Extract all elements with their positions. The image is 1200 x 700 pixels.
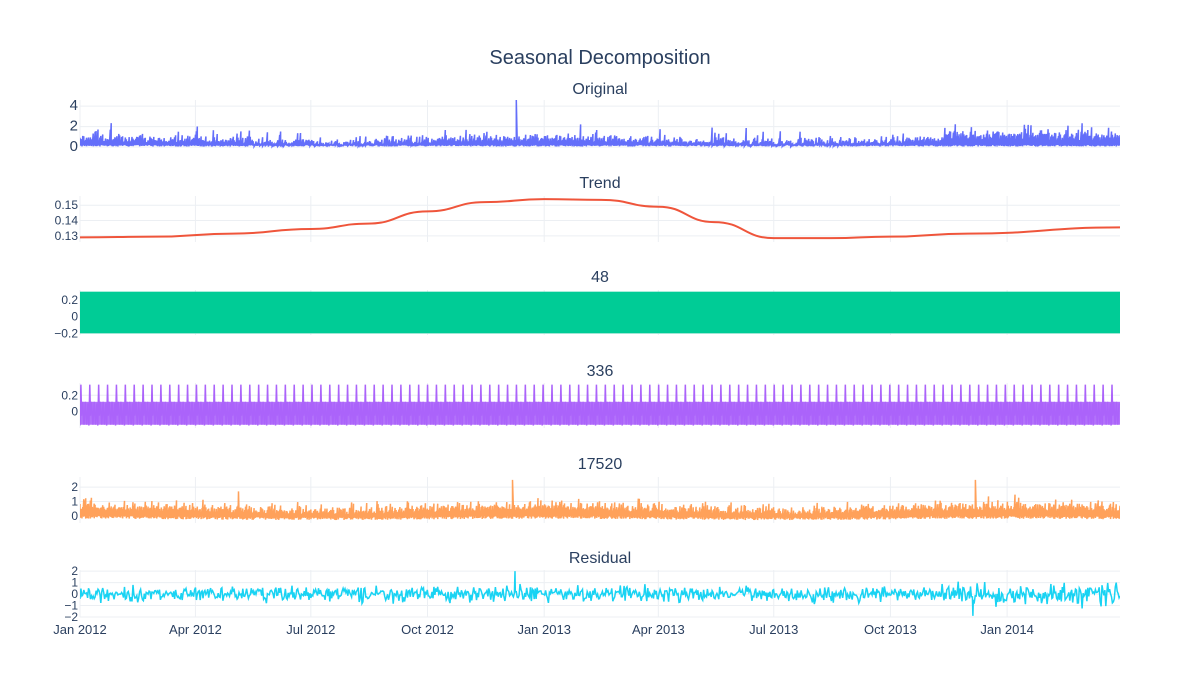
- y-tick-label: 0.2: [61, 388, 78, 402]
- x-tick-label: Oct 2013: [864, 622, 917, 637]
- x-tick-label: Jan 2012: [53, 622, 107, 637]
- x-tick-label: Jan 2013: [517, 622, 571, 637]
- y-tick-label: 0.15: [55, 198, 79, 212]
- series-residual-line: [80, 571, 1120, 616]
- chart-title: Seasonal Decomposition: [489, 47, 710, 69]
- y-tick-label: 0: [71, 405, 78, 419]
- series-336-line: [80, 384, 1120, 426]
- subplot-title: 336: [587, 363, 614, 380]
- series-17520-line: [80, 479, 1120, 521]
- y-tick-label: 0.2: [61, 293, 78, 307]
- x-tick-label: Jan 2014: [980, 622, 1034, 637]
- series-original-line: [80, 99, 1120, 149]
- y-tick-label: 4: [70, 97, 78, 114]
- y-tick-label: 1: [71, 494, 78, 508]
- panel-3: 0.2 0 −0.2 48: [54, 269, 1120, 340]
- x-tick-label: Jul 2013: [749, 622, 798, 637]
- y-tick-label: 0.13: [55, 229, 79, 243]
- y-tick-label: 0: [71, 509, 78, 523]
- x-tick-label: Oct 2012: [401, 622, 454, 637]
- y-tick-label: 2: [70, 118, 78, 135]
- x-tick-label: Apr 2012: [169, 622, 222, 637]
- y-tick-label: 2: [71, 480, 78, 494]
- panel-6: 210−1−2 Residual: [64, 550, 1120, 624]
- y-tick-label: −0.2: [54, 326, 78, 340]
- panel-5: 210 17520: [71, 456, 1120, 523]
- y-tick-label: −2: [64, 610, 78, 624]
- panel-2: 0.130.14 0.15 Trend: [55, 175, 1121, 243]
- x-tick-label: Apr 2013: [632, 622, 685, 637]
- series-trend-line: [79, 198, 1121, 240]
- series-48-band: [80, 291, 1120, 334]
- subplot-title: Original: [572, 81, 627, 98]
- y-tick-label: 0: [71, 310, 78, 324]
- y-tick-label: −1: [64, 599, 78, 613]
- y-tick-label: 2: [71, 564, 78, 578]
- subplot-title: 17520: [578, 456, 623, 473]
- panel-4: 0.2 0 336: [61, 363, 1120, 428]
- y-tick-label: 0.14: [55, 214, 79, 228]
- y-tick-label: 0: [70, 138, 78, 155]
- subplot-title: Residual: [569, 550, 631, 567]
- y-tick-label: 0: [71, 587, 78, 601]
- subplot-title: Trend: [579, 175, 620, 192]
- x-tick-label: Jul 2012: [286, 622, 335, 637]
- panel-1: 0 2 4 Original: [70, 81, 1120, 155]
- y-tick-label: 1: [71, 576, 78, 590]
- subplot-title: 48: [591, 269, 609, 286]
